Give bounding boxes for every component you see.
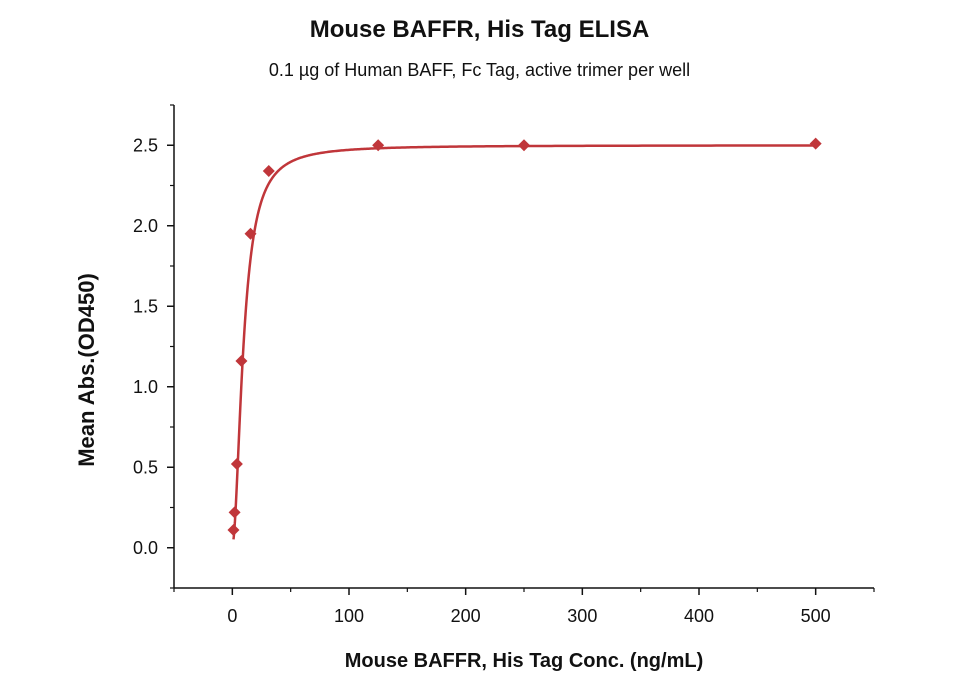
data-point bbox=[228, 506, 241, 519]
x-tick-label: 400 bbox=[684, 606, 714, 626]
data-point bbox=[230, 458, 243, 471]
fit-curve bbox=[232, 144, 816, 540]
x-tick-label: 500 bbox=[801, 606, 831, 626]
data-point bbox=[372, 139, 385, 152]
x-tick-label: 100 bbox=[334, 606, 364, 626]
x-tick-label: 200 bbox=[451, 606, 481, 626]
y-tick-label: 1.5 bbox=[133, 296, 158, 316]
x-tick-label: 300 bbox=[567, 606, 597, 626]
data-point bbox=[244, 227, 257, 240]
y-tick-label: 1.0 bbox=[133, 377, 158, 397]
y-axis-label: Mean Abs.(OD450) bbox=[74, 273, 99, 467]
data-point bbox=[518, 139, 530, 152]
data-point bbox=[809, 137, 822, 150]
data-point bbox=[227, 524, 240, 537]
y-tick-label: 2.0 bbox=[133, 216, 158, 236]
y-tick-label: 2.5 bbox=[133, 135, 158, 155]
y-tick-label: 0.5 bbox=[133, 457, 158, 477]
x-tick-label: 0 bbox=[227, 606, 237, 626]
chart-subtitle: 0.1 µg of Human BAFF, Fc Tag, active tri… bbox=[268, 60, 691, 80]
x-axis-label: Mouse BAFFR, His Tag Conc. (ng/mL) bbox=[345, 650, 704, 672]
data-point bbox=[235, 354, 248, 367]
y-tick-label: 0.0 bbox=[133, 538, 158, 558]
data-point bbox=[262, 165, 275, 178]
chart-title: Mouse BAFFR, His Tag ELISA bbox=[309, 16, 650, 43]
